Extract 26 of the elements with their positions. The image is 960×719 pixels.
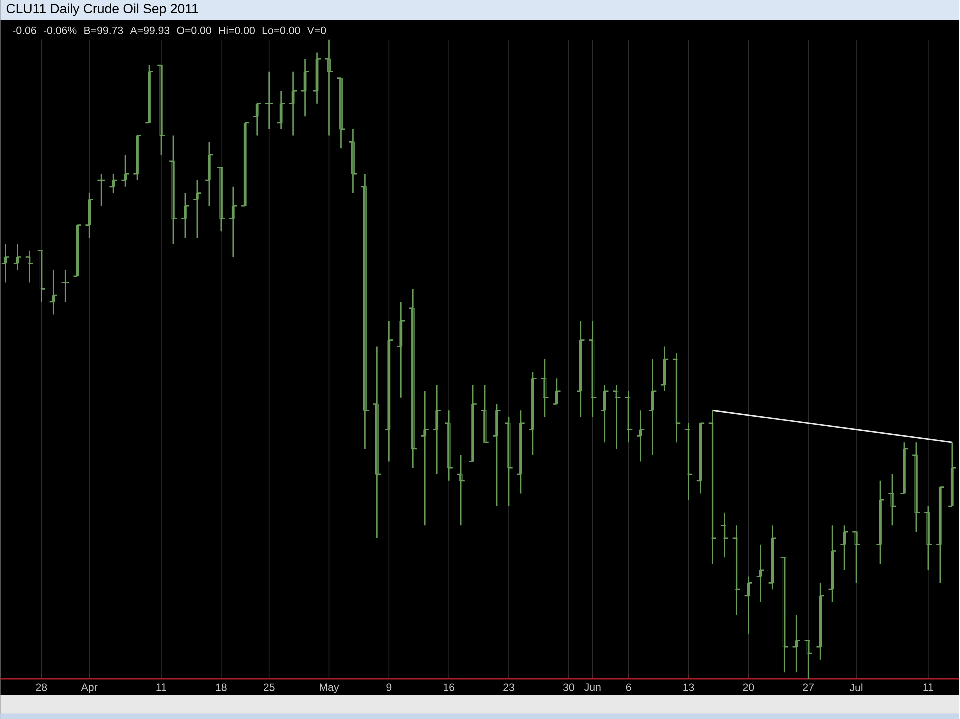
text: -0.06 xyxy=(13,26,36,34)
x-tick-label: 9 xyxy=(386,684,392,692)
text: V=0 xyxy=(307,26,326,34)
x-tick-label: 23 xyxy=(504,684,514,692)
x-tick-label: 13 xyxy=(684,684,694,692)
x-tick-label: 16 xyxy=(444,684,455,692)
x-tick-label: 11 xyxy=(156,684,166,692)
x-tick-label: 30 xyxy=(563,684,574,692)
x-tick-label: 18 xyxy=(216,684,227,692)
chart-title: CLU11 Daily Crude Oil Sep 2011 xyxy=(6,4,198,16)
text: Hi=0.00 xyxy=(219,26,255,35)
x-tick-label: 11 xyxy=(924,684,934,692)
text: A=99.93 xyxy=(130,26,170,34)
x-tick-label: 20 xyxy=(743,684,754,692)
x-tick-label: Apr xyxy=(81,684,98,694)
x-tick-label: 6 xyxy=(626,684,632,692)
x-tick-label: 25 xyxy=(264,684,275,692)
x-tick-label: Jun xyxy=(584,684,601,692)
x-tick-label: Jul xyxy=(850,684,863,692)
x-tick-label: 27 xyxy=(803,684,814,692)
text: O=0.00 xyxy=(177,26,212,34)
text: -0.06% xyxy=(44,26,77,34)
x-tick-label: May xyxy=(320,684,340,694)
x-tick-label: 28 xyxy=(36,684,48,692)
text: Lo=0.00 xyxy=(262,26,300,34)
text: B=99.73 xyxy=(84,26,124,34)
